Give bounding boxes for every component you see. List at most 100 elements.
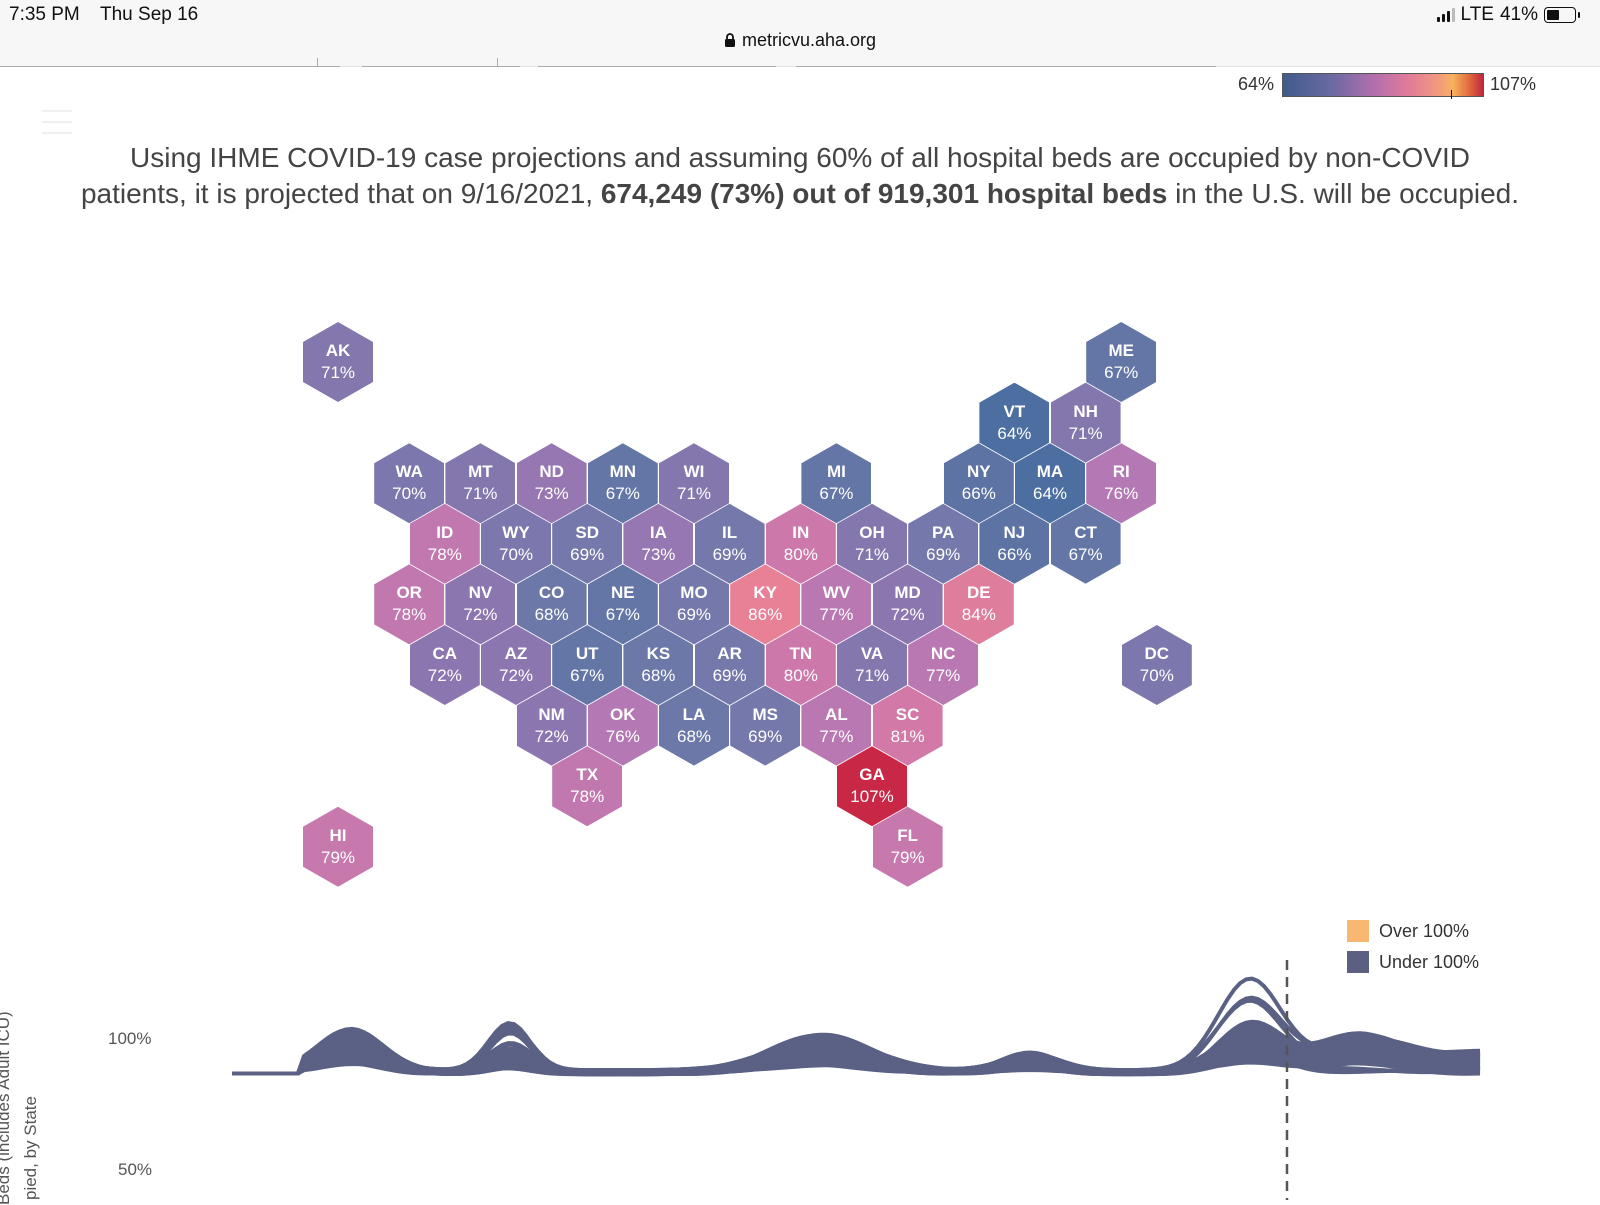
- legend-over-100: Over 100%: [1347, 920, 1469, 942]
- legend-swatch-under: [1347, 951, 1369, 973]
- state-abbr: CA: [432, 644, 458, 663]
- state-abbr: PA: [932, 522, 955, 542]
- cell-signal-icon: [1436, 8, 1455, 22]
- state-hex-dc[interactable]: DC 70%: [1121, 625, 1192, 705]
- state-abbr: UT: [575, 644, 599, 663]
- state-pct: 73%: [641, 544, 676, 564]
- filter-dropdown-3[interactable]: [538, 66, 776, 67]
- state-pct: 107%: [850, 787, 894, 807]
- state-pct: 76%: [1104, 484, 1139, 504]
- legend-label-over: Over 100%: [1379, 920, 1470, 941]
- state-pct: 77%: [819, 726, 854, 746]
- state-occupancy-line: [232, 1036, 1481, 1077]
- state-abbr: OK: [610, 704, 636, 724]
- state-pct: 64%: [1032, 484, 1068, 504]
- state-abbr: SD: [575, 522, 599, 542]
- legend-label-under: Under 100%: [1379, 951, 1480, 972]
- state-pct: 72%: [463, 605, 498, 625]
- state-pct: 77%: [926, 666, 961, 685]
- state-abbr: MD: [894, 583, 921, 603]
- state-pct: 70%: [498, 544, 534, 564]
- state-pct: 67%: [605, 605, 640, 625]
- state-abbr: IL: [722, 522, 738, 542]
- network-label: LTE: [1460, 4, 1494, 25]
- state-abbr: IN: [792, 522, 810, 542]
- state-pct: 66%: [961, 484, 996, 504]
- filter-dropdown-1[interactable]: [0, 58, 340, 67]
- state-abbr: WA: [395, 462, 423, 482]
- state-abbr: MO: [680, 583, 708, 603]
- legend-under-100: Under 100%: [1347, 951, 1479, 973]
- battery-icon: [1544, 7, 1580, 23]
- menu-icon[interactable]: [42, 110, 72, 143]
- state-abbr: TX: [576, 765, 599, 785]
- state-abbr: SC: [895, 704, 920, 724]
- state-hex-nd[interactable]: ND 73%: [516, 443, 587, 524]
- state-pct: 69%: [676, 605, 712, 625]
- state-pct: 67%: [570, 666, 605, 685]
- state-abbr: TN: [789, 644, 813, 663]
- state-abbr: WY: [502, 522, 530, 542]
- state-abbr: AL: [825, 704, 848, 724]
- state-hex-mi[interactable]: MI 67%: [801, 443, 872, 524]
- state-pct: 66%: [997, 544, 1032, 564]
- state-pct: 77%: [819, 605, 854, 625]
- state-abbr: VA: [860, 644, 884, 663]
- state-abbr: AR: [717, 644, 742, 663]
- state-abbr: NJ: [1003, 522, 1026, 542]
- projection-summary: Using IHME COVID-19 case projections and…: [0, 140, 1600, 212]
- state-pct: 68%: [641, 666, 676, 685]
- state-pct: 73%: [534, 484, 569, 504]
- state-abbr: NV: [468, 583, 493, 603]
- state-pct: 86%: [748, 605, 783, 625]
- state-pct: 79%: [890, 847, 925, 867]
- browser-status-bar: 7:35 PM Thu Sep 16 LTE 41% metricvu.aha.…: [0, 0, 1600, 67]
- state-pct: 72%: [498, 666, 534, 685]
- status-indicators: LTE 41%: [1436, 4, 1580, 26]
- state-pct: 71%: [854, 666, 890, 685]
- state-pct: 67%: [605, 484, 640, 504]
- state-hex-hi[interactable]: HI 79%: [303, 806, 373, 887]
- state-hex-wa[interactable]: WA 70%: [374, 443, 445, 524]
- state-abbr: OR: [396, 583, 422, 603]
- state-abbr: NC: [930, 644, 956, 663]
- state-pct: 69%: [712, 544, 747, 564]
- state-abbr: MA: [1036, 462, 1064, 482]
- state-pct: 68%: [534, 605, 569, 625]
- state-abbr: DC: [1144, 644, 1170, 663]
- state-pct: 72%: [534, 726, 569, 746]
- state-abbr: NY: [966, 462, 991, 482]
- filter-dropdown-4[interactable]: [796, 66, 1216, 67]
- state-pct: 69%: [748, 726, 783, 746]
- state-abbr: VT: [1003, 401, 1026, 421]
- state-hex-mt[interactable]: MT 71%: [445, 443, 516, 524]
- state-pct: 69%: [570, 544, 605, 564]
- state-pct: 71%: [1068, 423, 1103, 443]
- legend-swatch-over: [1347, 920, 1369, 942]
- state-pct: 70%: [1139, 666, 1174, 685]
- color-scale-marker: [1451, 90, 1452, 99]
- state-hex-ak[interactable]: AK 71%: [303, 322, 373, 402]
- occupancy-line-chart: [232, 960, 1481, 1200]
- state-abbr: OH: [859, 522, 885, 542]
- state-hex-ny[interactable]: NY 66%: [943, 443, 1014, 524]
- status-time: 7:35 PM: [9, 4, 80, 25]
- state-abbr: MT: [468, 462, 493, 482]
- state-abbr: ND: [539, 462, 564, 482]
- state-hex-mn[interactable]: MN 67%: [587, 443, 658, 524]
- state-abbr: IA: [649, 522, 667, 542]
- state-abbr: KY: [753, 583, 777, 603]
- state-abbr: ID: [436, 522, 454, 542]
- state-abbr: KS: [646, 644, 671, 663]
- state-pct: 78%: [570, 787, 605, 807]
- state-pct: 80%: [783, 666, 818, 685]
- state-abbr: MS: [752, 704, 778, 724]
- state-hex-wi[interactable]: WI 71%: [659, 443, 729, 524]
- lock-icon: [724, 33, 735, 47]
- color-scale-bar: [1282, 73, 1484, 97]
- address-bar[interactable]: metricvu.aha.org: [0, 30, 1600, 51]
- state-abbr: WI: [683, 462, 705, 482]
- state-abbr: FL: [897, 825, 918, 845]
- filter-dropdown-2[interactable]: [362, 58, 520, 67]
- state-abbr: AZ: [504, 644, 528, 663]
